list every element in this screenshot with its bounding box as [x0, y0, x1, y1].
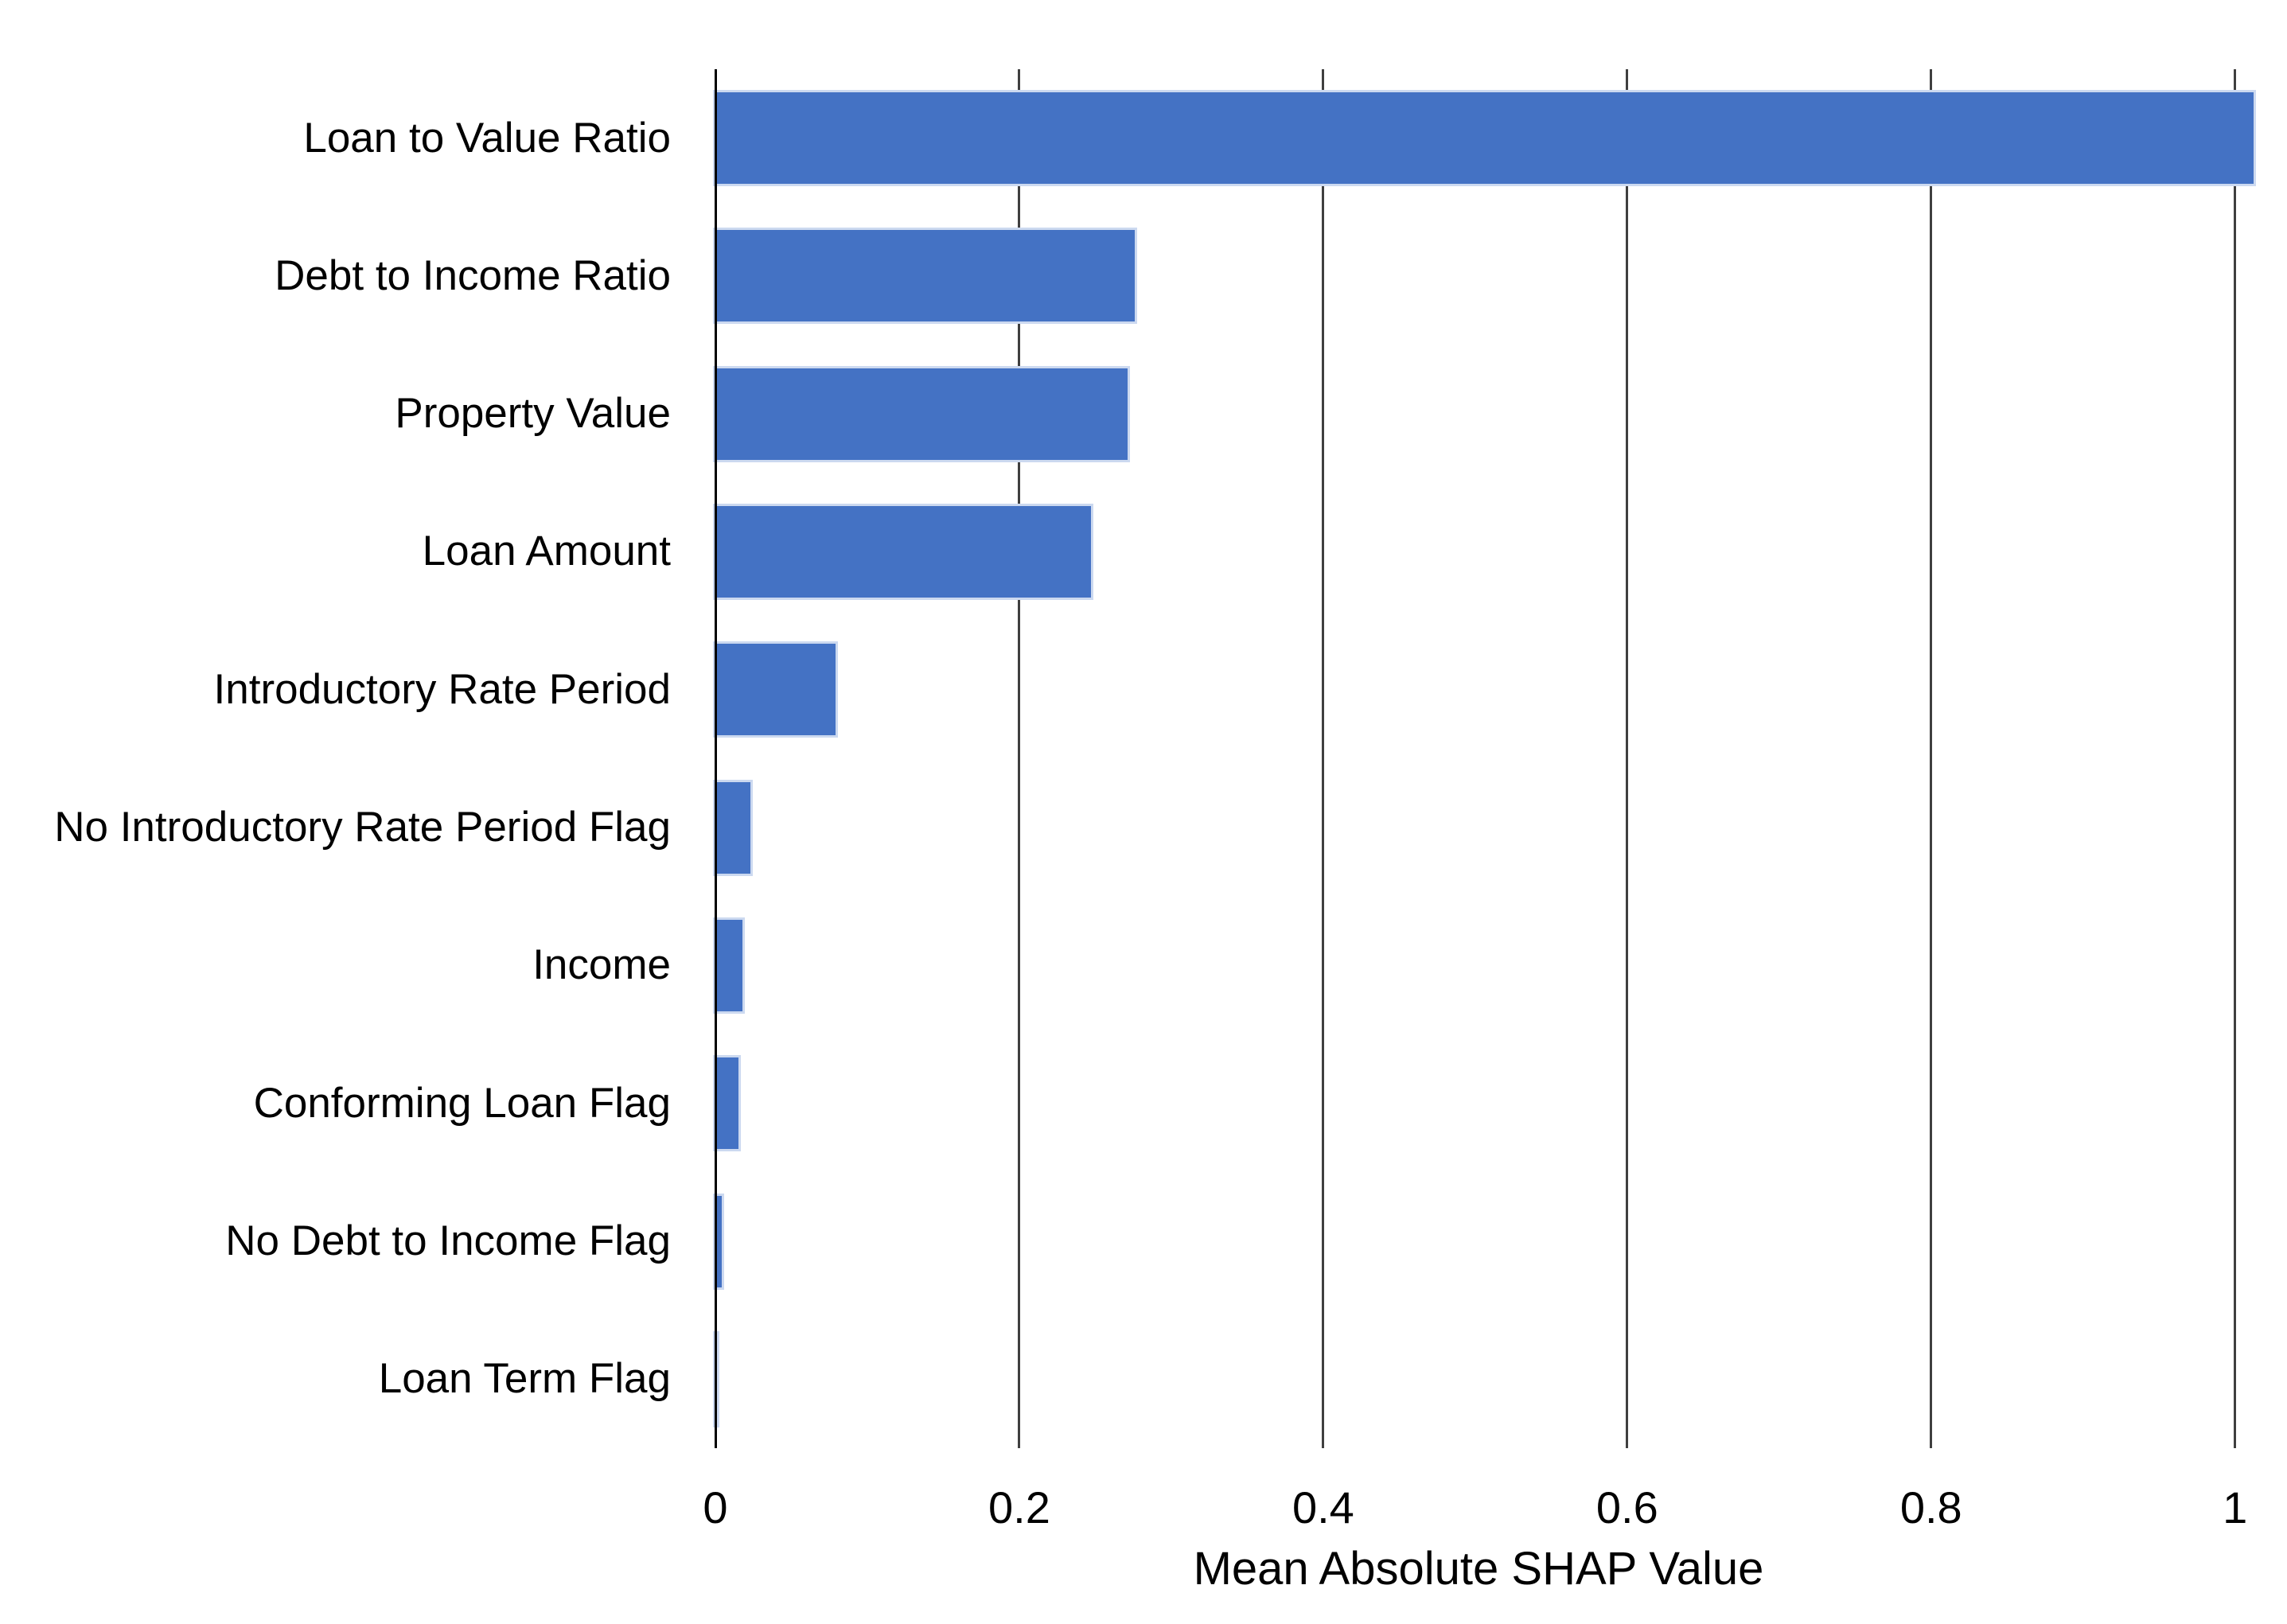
bar-row — [712, 207, 2281, 345]
bar-row — [713, 1172, 2281, 1310]
x-tick-label: 0.8 — [1899, 1482, 1962, 1532]
category-label: No Introductory Rate Period Flag — [54, 803, 671, 851]
gridline — [1322, 69, 1325, 1448]
y-axis-line — [714, 69, 717, 1448]
category-label: Introductory Rate Period — [213, 665, 671, 713]
x-axis-title: Mean Absolute SHAP Value — [1193, 1543, 1764, 1595]
category-label: Property Value — [395, 390, 671, 438]
bar-row — [713, 1034, 2281, 1172]
bar-row — [713, 621, 2281, 758]
bar-series — [712, 69, 2281, 1448]
category-label: Loan Amount — [422, 528, 671, 575]
bar — [713, 504, 1093, 601]
category-row: Debt to Income Ratio — [0, 207, 715, 345]
category-label: Income — [532, 941, 671, 989]
category-row: No Debt to Income Flag — [0, 1172, 715, 1310]
bar — [713, 90, 2256, 187]
category-row: Loan Amount — [0, 483, 715, 621]
gridline — [2234, 69, 2237, 1448]
bar — [712, 228, 1138, 325]
gridline — [1626, 69, 1629, 1448]
bar — [713, 1193, 724, 1290]
bar — [713, 1055, 741, 1152]
bar — [713, 365, 1130, 462]
bar-row — [713, 483, 2281, 621]
bar-row — [713, 69, 2281, 207]
category-row: Loan Term Flag — [0, 1310, 715, 1448]
x-tick-label: 0.2 — [988, 1482, 1050, 1532]
x-tick-label: 0.6 — [1595, 1482, 1658, 1532]
category-label: Conforming Loan Flag — [253, 1079, 671, 1127]
category-row: Loan to Value Ratio — [0, 69, 715, 207]
bar-row — [712, 897, 2281, 1034]
bar-row — [713, 758, 2281, 896]
category-row: Income — [0, 897, 715, 1034]
category-row: Property Value — [0, 345, 715, 483]
plot-area — [712, 69, 2281, 1448]
gridline — [1930, 69, 1933, 1448]
bar — [713, 641, 838, 738]
category-row: No Introductory Rate Period Flag — [0, 758, 715, 896]
category-label: No Debt to Income Flag — [225, 1217, 671, 1264]
category-label: Debt to Income Ratio — [275, 251, 671, 299]
x-tick-label: 1 — [2223, 1482, 2248, 1532]
category-axis: Loan to Value Ratio Debt to Income Ratio P… — [0, 69, 715, 1448]
bar-row — [713, 1310, 2281, 1448]
bar-row — [713, 345, 2281, 483]
bar — [713, 779, 753, 876]
x-tick-label: 0.4 — [1292, 1482, 1354, 1532]
bar — [712, 917, 746, 1014]
category-row: Introductory Rate Period — [0, 621, 715, 758]
category-row: Conforming Loan Flag — [0, 1034, 715, 1172]
category-label: Loan Term Flag — [378, 1355, 671, 1403]
category-label: Loan to Value Ratio — [303, 114, 671, 162]
x-tick-label: 0 — [703, 1482, 728, 1532]
gridline — [1018, 69, 1021, 1448]
